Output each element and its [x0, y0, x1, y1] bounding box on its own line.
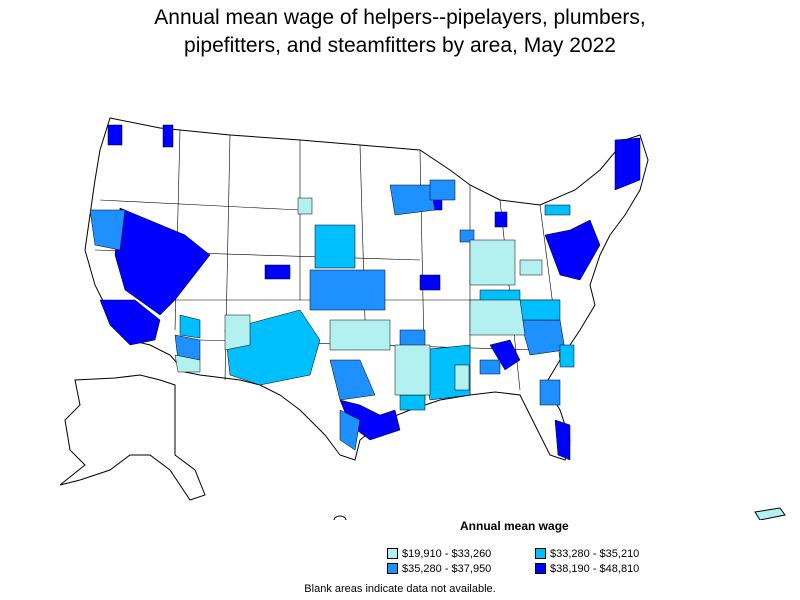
legend-item-4: $38,190 - $48,810 [535, 563, 683, 575]
areas-low-wage [174, 197, 543, 396]
legend-label-3: $35,280 - $37,950 [402, 562, 492, 575]
legend-label-4: $38,190 - $48,810 [550, 562, 640, 575]
legend-item-2: $33,280 - $35,210 [535, 548, 683, 560]
alaska-outline [59, 374, 206, 501]
legend-label-1: $19,910 - $33,260 [402, 547, 492, 560]
puerto-rico [754, 507, 786, 520]
legend-swatch-3 [387, 563, 398, 574]
legend-item-3: $35,280 - $37,950 [387, 563, 535, 575]
title-line-1: Annual mean wage of helpers--pipelayers,… [154, 6, 646, 29]
legend-swatch-1 [387, 548, 398, 559]
map-title: Annual mean wage of helpers--pipelayers,… [0, 4, 800, 60]
legend-label-2: $33,280 - $35,210 [550, 547, 640, 560]
us-choropleth-map [59, 117, 786, 520]
hawaii-islands [333, 515, 347, 520]
areas-upper-mid-wage [89, 179, 566, 451]
legend-swatch-4 [535, 563, 546, 574]
footnote: Blank areas indicate data not available. [304, 583, 496, 595]
legend-item-1: $19,910 - $33,260 [387, 548, 535, 560]
title-line-2: pipefitters, and steamfitters by area, M… [184, 34, 616, 57]
legend: $19,910 - $33,260 $33,280 - $35,210 $35,… [387, 546, 707, 576]
legend-swatch-2 [535, 548, 546, 559]
legend-title: Annual mean wage [460, 519, 569, 533]
areas-high-wage [99, 124, 641, 461]
